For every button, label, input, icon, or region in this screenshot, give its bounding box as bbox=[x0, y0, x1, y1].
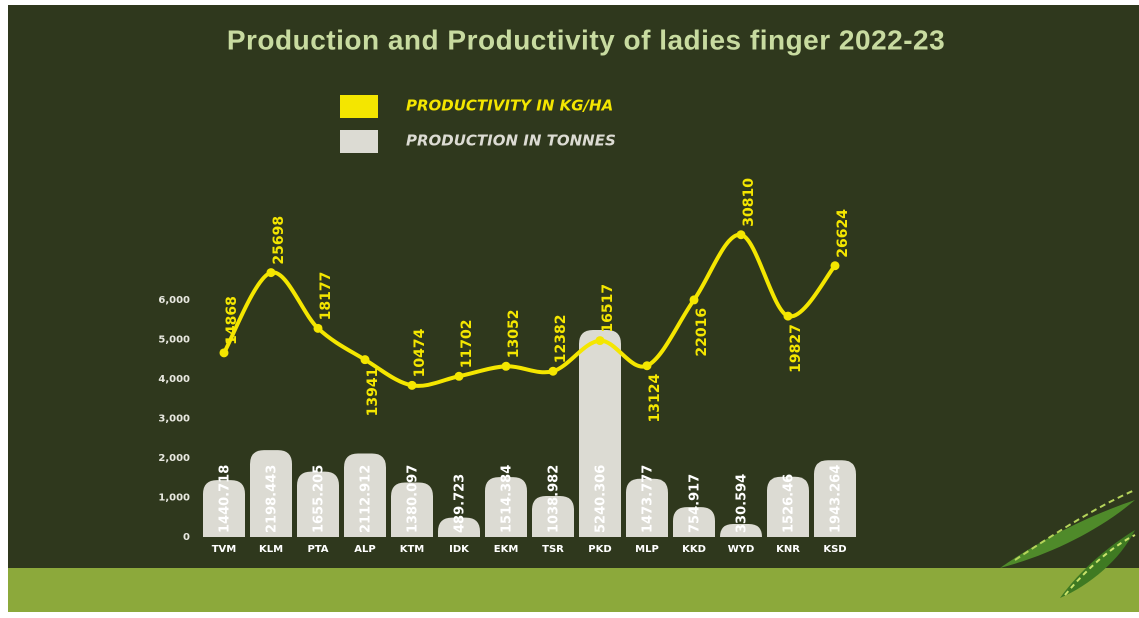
x-tick-label: KKD bbox=[682, 544, 706, 555]
y-tick-label: 6,000 bbox=[158, 295, 190, 306]
x-tick-label: KNR bbox=[776, 544, 800, 555]
line-point bbox=[736, 230, 746, 240]
line-value-label: 10474 bbox=[412, 328, 428, 377]
bar-value-label: 1440.718 bbox=[218, 465, 233, 533]
bar-value-label: 5240.306 bbox=[594, 465, 609, 533]
x-tick-label: EKM bbox=[494, 544, 519, 555]
line-point bbox=[407, 380, 417, 390]
bar-value-label: 2112.912 bbox=[359, 465, 374, 533]
line-point bbox=[360, 355, 370, 365]
bar-value-label: 1514.384 bbox=[500, 465, 515, 533]
bar-value-label: 1038.982 bbox=[547, 465, 562, 533]
x-tick-label: IDK bbox=[449, 544, 470, 555]
line-point bbox=[689, 295, 699, 305]
bar-value-label: 1655.205 bbox=[312, 465, 327, 533]
chart-title: Production and Productivity of ladies fi… bbox=[227, 24, 945, 55]
y-tick-label: 5,000 bbox=[158, 335, 190, 346]
bar bbox=[579, 330, 621, 537]
legend-label: PRODUCTIVITY IN KG/HA bbox=[406, 97, 613, 115]
bar bbox=[814, 460, 856, 537]
background bbox=[8, 5, 1139, 570]
ground-band bbox=[8, 568, 1139, 612]
line-value-label: 13052 bbox=[506, 310, 522, 359]
bar-value-label: 2198.443 bbox=[265, 465, 280, 533]
y-tick-label: 3,000 bbox=[158, 414, 190, 425]
y-tick-label: 1,000 bbox=[158, 493, 190, 504]
bar-value-label: 1526.46 bbox=[782, 474, 797, 533]
y-tick-label: 2,000 bbox=[158, 453, 190, 464]
x-tick-label: PTA bbox=[307, 544, 328, 555]
bar-value-label: 1380.097 bbox=[406, 465, 421, 533]
line-value-label: 14868 bbox=[224, 296, 240, 345]
bar bbox=[391, 482, 433, 537]
line-point bbox=[266, 268, 276, 278]
line-value-label: 19827 bbox=[788, 324, 804, 373]
line-point bbox=[501, 361, 511, 371]
line-value-label: 22016 bbox=[694, 308, 710, 357]
bar bbox=[438, 517, 480, 537]
line-point bbox=[219, 348, 229, 358]
bar bbox=[532, 495, 574, 537]
x-tick-label: WYD bbox=[728, 544, 755, 555]
line-point bbox=[642, 361, 652, 371]
bar bbox=[626, 478, 668, 537]
line-point bbox=[595, 336, 605, 346]
x-tick-label: KSD bbox=[823, 544, 846, 555]
bar bbox=[297, 471, 339, 537]
leaf-decoration bbox=[1000, 489, 1136, 598]
x-tick-label: TSR bbox=[542, 544, 564, 555]
line-point bbox=[313, 323, 323, 333]
bar-value-label: 1943.264 bbox=[829, 465, 844, 533]
bar bbox=[673, 507, 715, 537]
bar-value-label: 489.723 bbox=[453, 474, 468, 533]
line-value-label: 18177 bbox=[318, 272, 334, 321]
y-tick-label: 0 bbox=[183, 532, 190, 543]
line-value-label: 25698 bbox=[271, 216, 287, 265]
bar-value-label: 1473.777 bbox=[641, 465, 656, 533]
line-value-label: 13124 bbox=[647, 373, 663, 422]
x-tick-label: TVM bbox=[212, 544, 237, 555]
line-value-label: 30810 bbox=[741, 178, 757, 227]
line-point bbox=[454, 371, 464, 381]
bar bbox=[720, 523, 762, 537]
bar bbox=[344, 453, 386, 537]
line-point bbox=[783, 311, 793, 321]
x-tick-label: KTM bbox=[400, 544, 425, 555]
legend-swatch bbox=[340, 130, 378, 153]
legend-label: PRODUCTION IN TONNES bbox=[406, 132, 616, 150]
line-value-label: 11702 bbox=[459, 320, 475, 369]
bar bbox=[203, 480, 245, 537]
x-tick-label: KLM bbox=[259, 544, 283, 555]
line-point bbox=[548, 366, 558, 376]
bar bbox=[485, 477, 527, 537]
line-value-label: 12382 bbox=[553, 315, 569, 364]
line-value-label: 16517 bbox=[600, 284, 616, 333]
line-point bbox=[830, 261, 840, 271]
bar bbox=[250, 450, 292, 537]
bar bbox=[767, 476, 809, 537]
x-tick-label: MLP bbox=[635, 544, 659, 555]
legend-swatch bbox=[340, 95, 378, 118]
bar-value-label: 330.594 bbox=[735, 474, 750, 533]
x-tick-label: PKD bbox=[588, 544, 611, 555]
bar-value-label: 754.917 bbox=[688, 474, 703, 533]
line-value-label: 13941 bbox=[365, 368, 381, 417]
line-value-label: 26624 bbox=[835, 209, 851, 258]
x-tick-label: ALP bbox=[354, 544, 375, 555]
y-tick-label: 4,000 bbox=[158, 374, 190, 385]
